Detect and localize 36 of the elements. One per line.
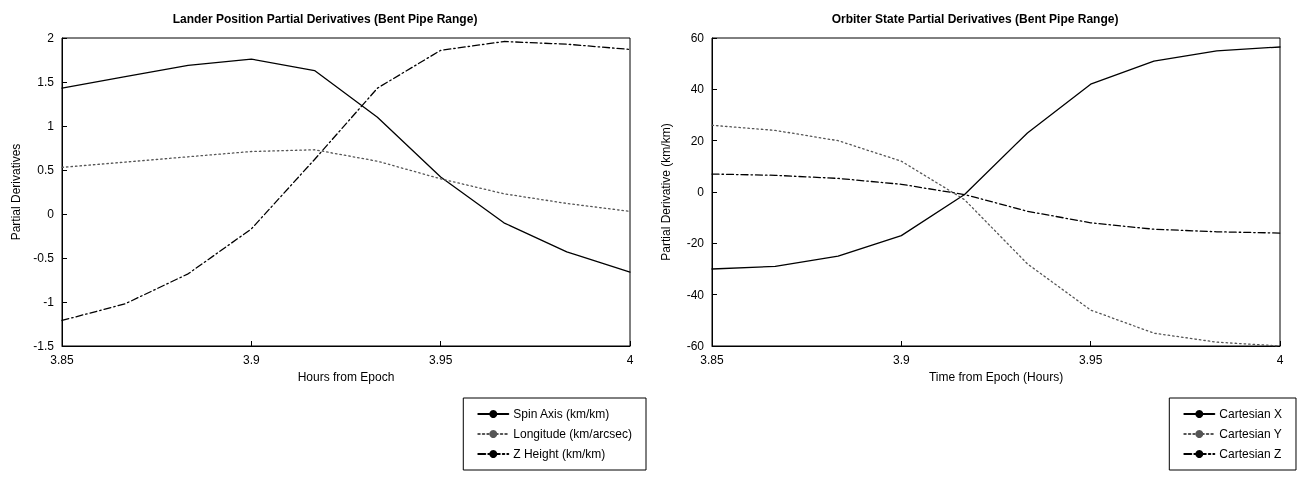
x-tick-label: 3.9 bbox=[892, 353, 910, 367]
x-tick-label: 3.95 bbox=[428, 353, 453, 367]
legend-label: Z Height (km/km) bbox=[513, 447, 606, 461]
y-tick-label: -40 bbox=[686, 287, 705, 302]
legend-label: Longitude (km/arcsec) bbox=[513, 427, 632, 441]
x-tick-label: 4 bbox=[1276, 353, 1284, 367]
y-tick-label: 2 bbox=[47, 31, 55, 45]
y-tick-label: 40 bbox=[690, 82, 705, 97]
x-tick-label: 3.95 bbox=[1078, 353, 1103, 367]
y-tick-label: 20 bbox=[690, 133, 705, 148]
y-tick-label: -1 bbox=[43, 295, 55, 309]
y-tick-label: 1 bbox=[47, 119, 55, 133]
y-tick-label: -0.5 bbox=[33, 251, 55, 265]
legend-label: Cartesian Y bbox=[1219, 427, 1282, 441]
legend-label: Cartesian X bbox=[1219, 407, 1283, 421]
legend-label: Spin Axis (km/km) bbox=[513, 407, 610, 421]
x-tick-label: 3.9 bbox=[242, 353, 260, 367]
chart-title: Lander Position Partial Derivatives (Bent Pipe Range) bbox=[172, 12, 478, 26]
y-tick-label: 0 bbox=[47, 207, 55, 221]
x-tick-label: 3.85 bbox=[50, 353, 74, 367]
y-tick-label: 0.5 bbox=[37, 163, 55, 177]
y-axis-title: Partial Derivative (km/km) bbox=[659, 123, 673, 261]
y-tick-label: 60 bbox=[690, 31, 705, 45]
chart-title: Orbiter State Partial Derivatives (Bent Pipe Range) bbox=[831, 12, 1119, 26]
y-tick-label: 1.5 bbox=[37, 75, 55, 89]
y-tick-label: -20 bbox=[686, 236, 705, 251]
y-tick-label: -1.5 bbox=[33, 339, 55, 353]
y-axis-title: Partial Derivatives bbox=[9, 143, 23, 241]
y-tick-label: 0 bbox=[697, 185, 705, 199]
y-tick-label: -60 bbox=[686, 339, 705, 353]
line-series bbox=[61, 149, 631, 213]
x-tick-label: 3.85 bbox=[700, 353, 724, 367]
legend-label: Cartesian Z bbox=[1219, 447, 1282, 461]
x-axis-title: Hours from Epoch bbox=[297, 369, 395, 384]
x-axis-title: Time from Epoch (Hours) bbox=[928, 369, 1064, 384]
x-tick-label: 4 bbox=[626, 353, 634, 367]
